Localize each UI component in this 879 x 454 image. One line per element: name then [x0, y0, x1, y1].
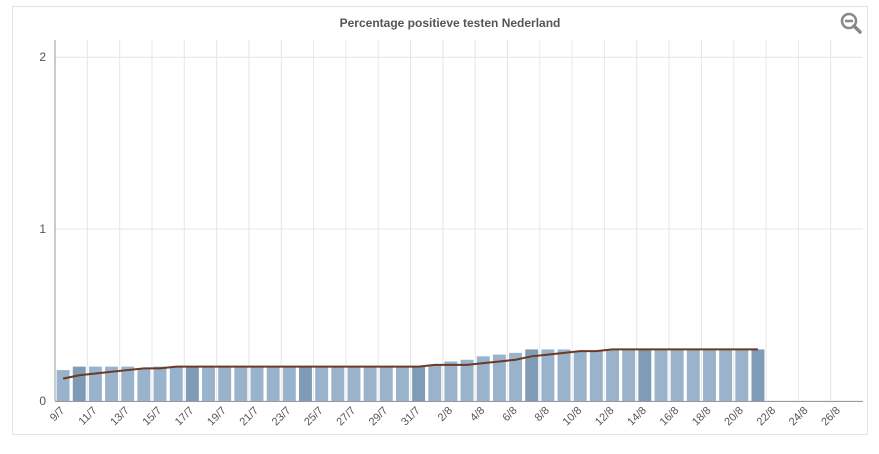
bar	[299, 366, 312, 401]
bar	[363, 366, 377, 401]
bar	[379, 366, 393, 401]
bar	[573, 351, 587, 401]
bar	[735, 349, 749, 401]
bar	[282, 366, 296, 401]
bar	[121, 366, 135, 401]
bar	[719, 349, 733, 401]
bar	[492, 354, 506, 401]
bar	[234, 366, 248, 401]
bar	[395, 366, 409, 401]
bar	[525, 349, 539, 401]
y-tick-label: 2	[39, 50, 46, 64]
trend-line	[62, 348, 758, 380]
bar	[670, 349, 684, 401]
bar	[476, 356, 490, 401]
bar	[56, 370, 70, 401]
bar	[88, 366, 102, 401]
y-tick-label: 0	[39, 394, 46, 408]
bar	[428, 364, 442, 401]
bar	[622, 349, 636, 401]
bar	[315, 366, 329, 401]
bar	[218, 366, 232, 401]
bar	[460, 359, 474, 401]
bar	[589, 351, 603, 401]
bar	[703, 349, 716, 401]
zoom-button[interactable]	[840, 12, 862, 34]
bar	[105, 366, 119, 401]
bar	[331, 366, 345, 401]
bar	[444, 361, 458, 401]
bar	[751, 349, 765, 401]
bar	[250, 366, 264, 401]
bar	[509, 352, 523, 401]
bar	[169, 366, 183, 401]
bar	[72, 366, 86, 401]
chart-title: Percentage positieve testen Nederland	[340, 16, 561, 30]
bar	[202, 366, 215, 401]
bar	[266, 366, 280, 401]
y-tick-label: 1	[39, 222, 46, 236]
bar	[153, 366, 167, 401]
bar	[654, 349, 668, 401]
bar	[185, 366, 199, 401]
bar	[137, 368, 151, 401]
bar	[347, 366, 361, 401]
bar	[638, 349, 652, 401]
bar	[541, 349, 555, 401]
bar	[686, 349, 700, 401]
bar	[557, 349, 571, 401]
bar	[412, 366, 426, 401]
bar	[606, 349, 619, 401]
